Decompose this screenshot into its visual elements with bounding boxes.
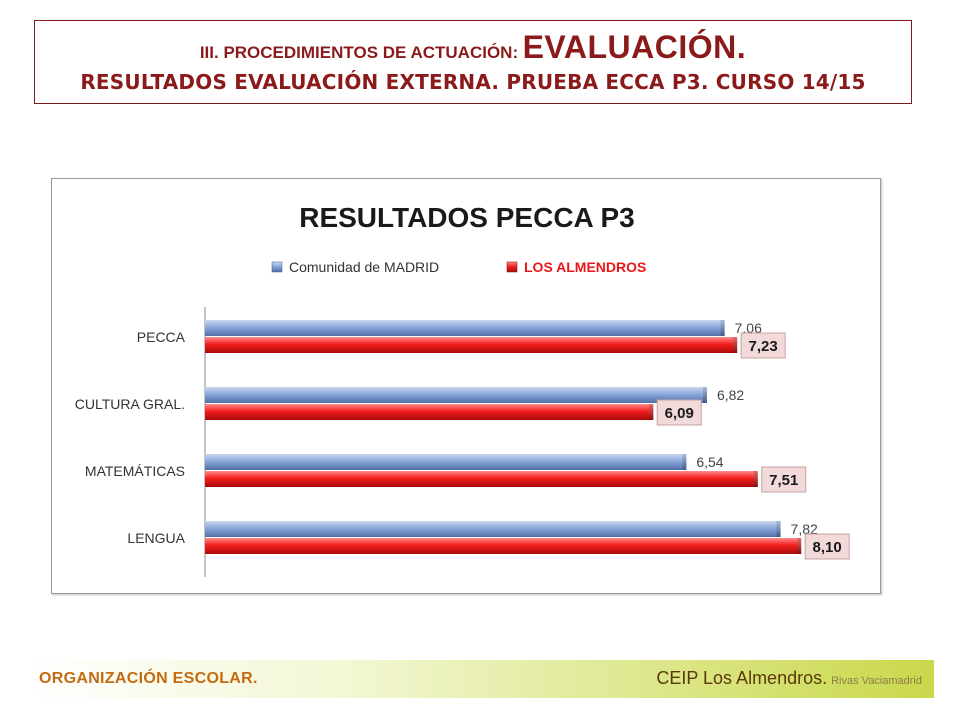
data-label-almendros: 7,51 [769,472,798,489]
bar-end-cap [776,521,781,537]
bars-group: PECCA 7,06 7,23 CULTURA GRAL. 6,82 6,09 MATEMÁ… [75,320,850,560]
bar-chart: RESULTADOS PECCA P3 Comunidad de MADRID L… [75,202,850,577]
category-label: PECCA [137,329,186,345]
legend-swatch-0 [271,261,283,273]
footer-dot: . [253,670,258,687]
data-label-madrid: 7,82 [791,521,818,537]
data-label-box [804,533,850,560]
bar-end-cap [649,404,654,420]
data-label-almendros: 7,23 [749,338,778,355]
category-label: CULTURA GRAL. [75,396,185,412]
footer-bar: ORGANIZACIÓN ESCOLAR. CEIP Los Almendros… [25,660,934,698]
bar-end-cap [702,387,707,403]
header-line1: III. PROCEDIMIENTOS DE ACTUACIÓN: EVALUA… [35,29,911,72]
bar-end-cap [753,471,758,487]
footer-left: ORGANIZACIÓN ESCOLAR. [39,670,258,688]
legend-label-1: LOS ALMENDROS [524,259,646,275]
data-label-almendros: 6,09 [665,405,694,422]
bar-almendros [205,471,758,487]
footer-school: CEIP Los Almendros. [656,668,828,688]
bar-end-cap [682,454,687,470]
legend-swatch-1 [506,261,518,273]
data-label-box [656,399,702,426]
bar-end-cap [720,320,725,336]
footer-right: CEIP Los Almendros. Rivas Vaciamadrid [656,668,922,689]
bar-madrid [205,454,687,470]
header-prefix: III. PROCEDIMIENTOS DE ACTUACIÓN: [199,43,519,62]
category-label: LENGUA [127,530,185,546]
bar-madrid [205,387,707,403]
category-label: MATEMÁTICAS [85,463,185,479]
bar-almendros [205,404,654,420]
data-label-madrid: 6,82 [717,387,744,403]
bar-madrid [205,521,781,537]
data-label-madrid: 6,54 [696,454,723,470]
chart-legend: Comunidad de MADRID LOS ALMENDROS [271,259,646,275]
data-label-box [761,466,807,493]
footer-org: ORGANIZACIÓN ESCOLAR [39,670,253,687]
bar-madrid [205,320,725,336]
chart-panel: RESULTADOS PECCA P3 Comunidad de MADRID L… [51,178,881,594]
bar-almendros [205,337,738,353]
header-box: III. PROCEDIMIENTOS DE ACTUACIÓN: EVALUA… [34,20,912,104]
header-subtitle: RESULTADOS EVALUACIÓN EXTERNA. PRUEBA EC… [80,70,866,94]
data-label-box [740,332,786,359]
footer-town: Rivas Vaciamadrid [831,675,922,687]
bar-almendros [205,538,802,554]
header-highlight: EVALUACIÓN. [522,29,747,65]
bar-end-cap [797,538,802,554]
data-label-almendros: 8,10 [813,539,842,556]
bar-end-cap [733,337,738,353]
chart-title: RESULTADOS PECCA P3 [299,202,635,233]
data-label-madrid: 7,06 [735,320,762,336]
legend-label-0: Comunidad de MADRID [289,259,439,275]
